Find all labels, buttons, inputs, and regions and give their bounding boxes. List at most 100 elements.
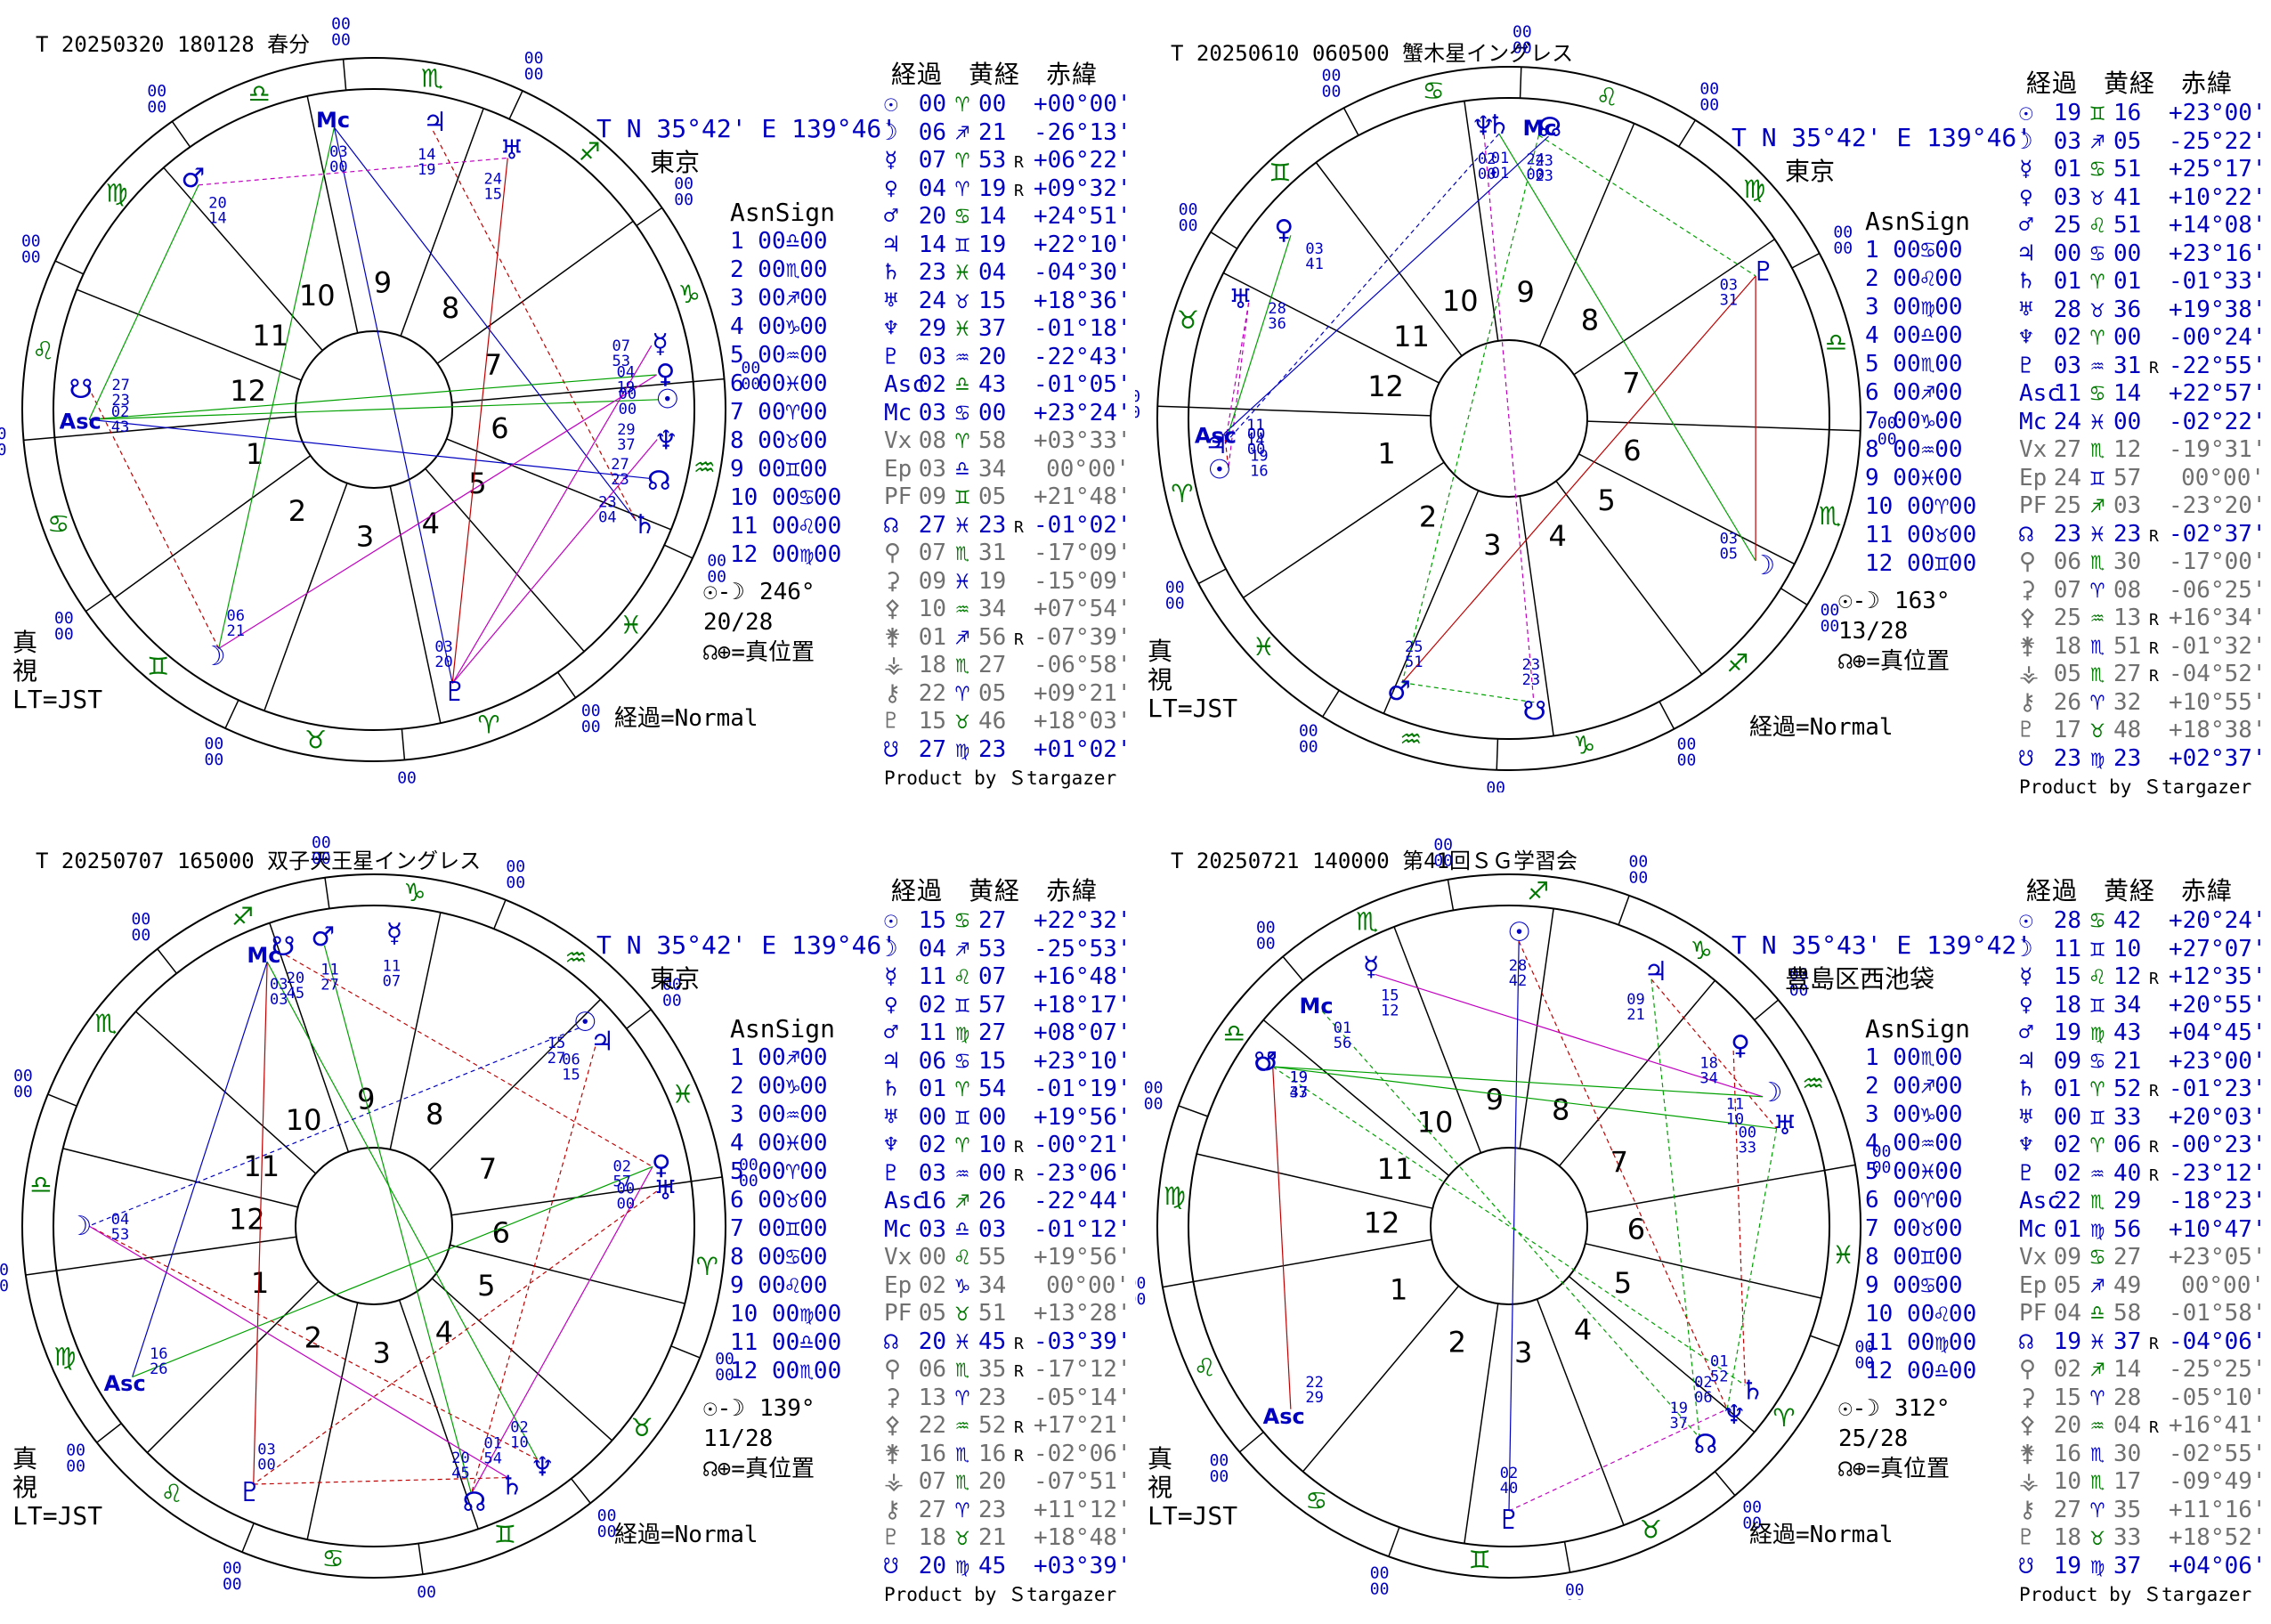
planet-glyph-icon: ☋ (1253, 1046, 1277, 1077)
chart-title: T 20250707 165000 双子天王星イングレス (36, 849, 482, 873)
table-header: 経過 黄経 赤緯 (891, 876, 1099, 905)
asn-row: 6 00♉00 (730, 1186, 841, 1214)
cusp-minute-label: 00 (1135, 403, 1140, 422)
zodiac-sign-icon: ♈ (2090, 268, 2105, 295)
corner-label-apparent: 視 (1148, 665, 1173, 694)
body-symbol-icon: ♃ (2019, 240, 2033, 267)
longitude-minute: 27 (978, 1019, 1007, 1046)
declination: +09°21' (1034, 679, 1131, 707)
table-row: ⚷ 27 ♈ 35 +11°16' (2019, 1497, 2267, 1525)
asn-row: 1 00♋00 (1865, 236, 1976, 264)
longitude-degree: 03 (918, 343, 946, 370)
asn-value: 11 00♎00 (730, 1329, 842, 1356)
planet-degree-label: 01 (1491, 150, 1509, 167)
longitude-minute: 21 (2113, 1047, 2142, 1075)
longitude-minute: 26 (978, 1188, 1007, 1214)
asn-value: 5 00♒00 (730, 342, 828, 369)
cusp-degree-label: 00 (1165, 579, 1185, 597)
asn-row: 12 00♍00 (730, 540, 841, 569)
longitude-degree: 01 (918, 1076, 946, 1102)
declination: -01°33' (2169, 268, 2267, 295)
sign-divider (1563, 1541, 1571, 1573)
asn-row: 2 00♏00 (730, 256, 841, 284)
cusp-minute-label: 00 (739, 1172, 758, 1190)
longitude-degree: 03 (2053, 183, 2081, 211)
cusp-minute-label: 00 (1299, 737, 1318, 756)
cusp-degree-label: 00 (0, 1261, 9, 1279)
zodiac-sign-icon: ♍ (1743, 175, 1765, 204)
cusp-minute-label: 00 (662, 991, 682, 1010)
declination: +23°16' (2169, 240, 2267, 267)
longitude-degree: 15 (2053, 1384, 2081, 1411)
cusp-degree-label: 00 (1789, 965, 1809, 984)
longitude-minute: 05 (2113, 127, 2142, 155)
zodiac-sign-icon: ♊ (2090, 464, 2105, 491)
asn-value: 6 00♐00 (1865, 379, 1963, 406)
declination: +10°47' (2169, 1215, 2267, 1243)
body-symbol-icon: Ep (884, 455, 912, 483)
asn-value: 4 00♓00 (730, 1130, 828, 1157)
sign-divider (663, 544, 693, 559)
planet-degree-label: 25 (1405, 638, 1423, 656)
corner-label-true: 真 (1148, 1444, 1173, 1474)
planet-glyph-icon: ♅ (1773, 1110, 1797, 1141)
zodiac-sign-icon: ♋ (2090, 1244, 2105, 1271)
declination: -09°49' (2169, 1468, 2267, 1495)
house-number: 7 (479, 1152, 497, 1186)
asn-row: 12 00♏00 (730, 1357, 841, 1385)
planet-glyph-icon: ♂ (181, 163, 205, 194)
asn-row: 1 00♐00 (730, 1043, 841, 1072)
planet-minute-label: 36 (1268, 315, 1286, 333)
house-cusp-line (400, 108, 484, 337)
table-row: ⚶ 05 ♏ 27 R -04°52' (2019, 661, 2267, 689)
longitude-minute: 13 (2113, 605, 2142, 631)
longitude-degree: 15 (918, 708, 946, 735)
body-symbol-icon: ⚲ (884, 540, 902, 566)
cusp-minute-label: 00 (1433, 851, 1453, 870)
planet-degree-label: 01 (1334, 1019, 1351, 1037)
zodiac-sign-icon: ♒ (1802, 1069, 1824, 1099)
body-symbol-icon: ⚲ (2019, 1356, 2037, 1383)
zodiac-sign-icon: ♋ (322, 1544, 345, 1573)
cusp-degree-label: 00 (1256, 918, 1276, 937)
table-row: ☽ 03 ♐ 05 -25°22' (2019, 127, 2267, 157)
house-cusp-line (389, 912, 442, 1150)
zodiac-sign-icon: ♏ (2090, 1188, 2105, 1214)
declination: +04°06' (2169, 1552, 2267, 1579)
asn-value: 12 00♏00 (730, 1358, 842, 1384)
body-symbol-icon: Asc (2019, 380, 2061, 407)
declination: +17°21' (1034, 1412, 1131, 1439)
house-cusp-line (1383, 490, 1480, 714)
corner-label-true: 真 (12, 628, 38, 657)
zodiac-sign-icon: ♐ (2090, 127, 2105, 155)
outer-ring (21, 57, 726, 762)
asn-header: AsnSign (730, 198, 836, 227)
zodiac-sign-icon: ♍ (106, 179, 128, 208)
longitude-degree: 03 (2053, 352, 2081, 379)
zodiac-sign-icon: ♎ (248, 79, 271, 109)
aspect-line (253, 1190, 657, 1485)
retrograde-flag: R (1014, 1418, 1024, 1437)
planet-degree-label: 28 (1509, 957, 1527, 975)
planet-minute-label: 21 (1626, 1006, 1644, 1024)
location-block: T N 35°42' E 139°46' 東京 (596, 114, 896, 179)
cusp-minute-label: 00 (1322, 83, 1342, 102)
planet-degree-label: 24 (1527, 151, 1545, 169)
zodiac-sign-icon: ♉ (2090, 717, 2105, 743)
retrograde-flag: R (2149, 526, 2159, 546)
sign-divider (1178, 1105, 1208, 1117)
cusp-minute-label: 00 (1821, 617, 1840, 636)
zodiac-sign-icon: ♌ (1194, 1352, 1216, 1382)
lunation-phase: 11/28 (703, 1425, 774, 1452)
longitude-degree: 27 (918, 1496, 946, 1523)
house-cusp-line (1302, 1285, 1460, 1473)
house-number: 12 (229, 1203, 265, 1237)
declination: -04°06' (2169, 1328, 2267, 1355)
zodiac-sign-icon: ♊ (2090, 1103, 2105, 1131)
sign-divider (157, 948, 177, 974)
table-row: ⚲ 06 ♏ 30 -17°00' (2019, 548, 2267, 577)
planet-glyph-icon: ♂ (311, 922, 335, 953)
zodiac-sign-icon: ♈ (696, 1252, 718, 1281)
asn-row: 7 00♊00 (730, 1214, 841, 1243)
planet-glyph-icon: ☋ (272, 931, 296, 962)
